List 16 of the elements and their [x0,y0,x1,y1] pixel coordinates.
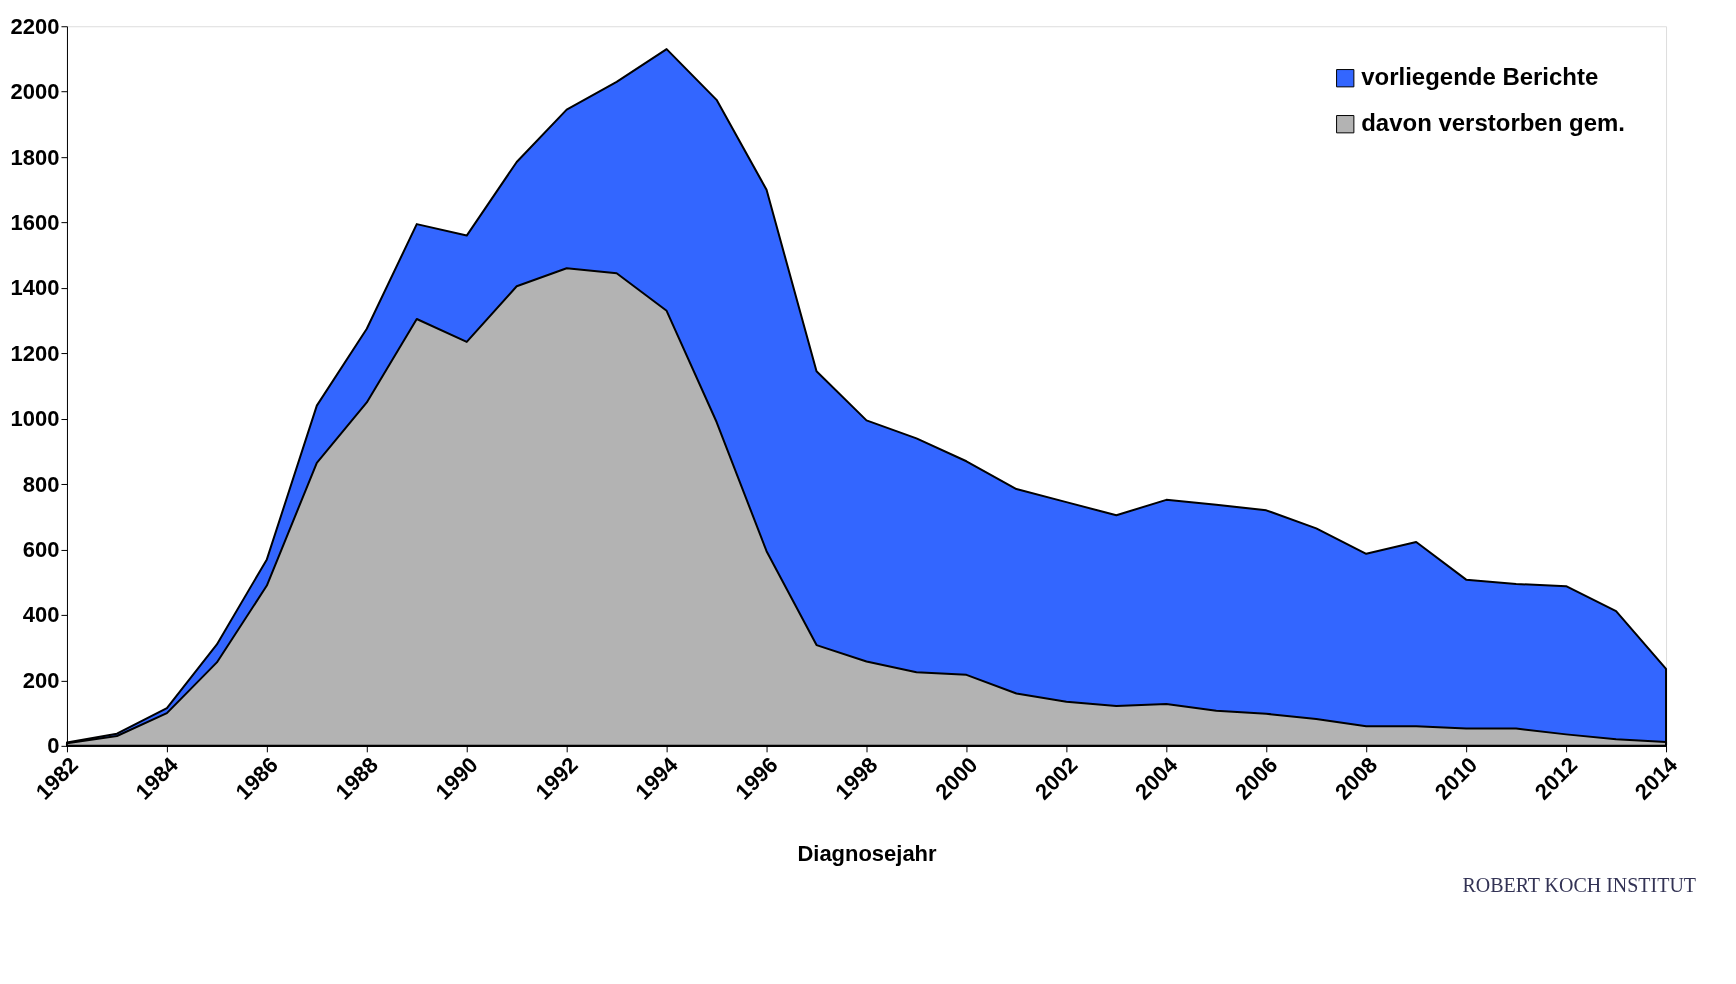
y-tick-label: 2000 [10,79,60,105]
y-tick-label: 0 [47,733,60,759]
y-tick-label: 1800 [10,144,60,170]
y-tick-label: 800 [22,471,60,497]
y-tick-label: 600 [22,537,60,563]
y-tick-label: 1000 [10,406,60,432]
y-tick-label: 1600 [10,209,60,235]
legend-label: vorliegende Berichte [1361,63,1599,91]
y-tick-label: 400 [22,602,60,628]
x-axis-title: Diagnosejahr [797,840,938,866]
y-tick-label: 1400 [10,275,60,301]
y-tick-label: 2200 [10,13,60,39]
legend-label: davon verstorben gem. [1361,109,1625,137]
y-tick-label: 1200 [10,340,60,366]
y-tick-label: 200 [22,667,60,693]
text: ROBERT KOCH INSTITUT [1462,873,1697,896]
